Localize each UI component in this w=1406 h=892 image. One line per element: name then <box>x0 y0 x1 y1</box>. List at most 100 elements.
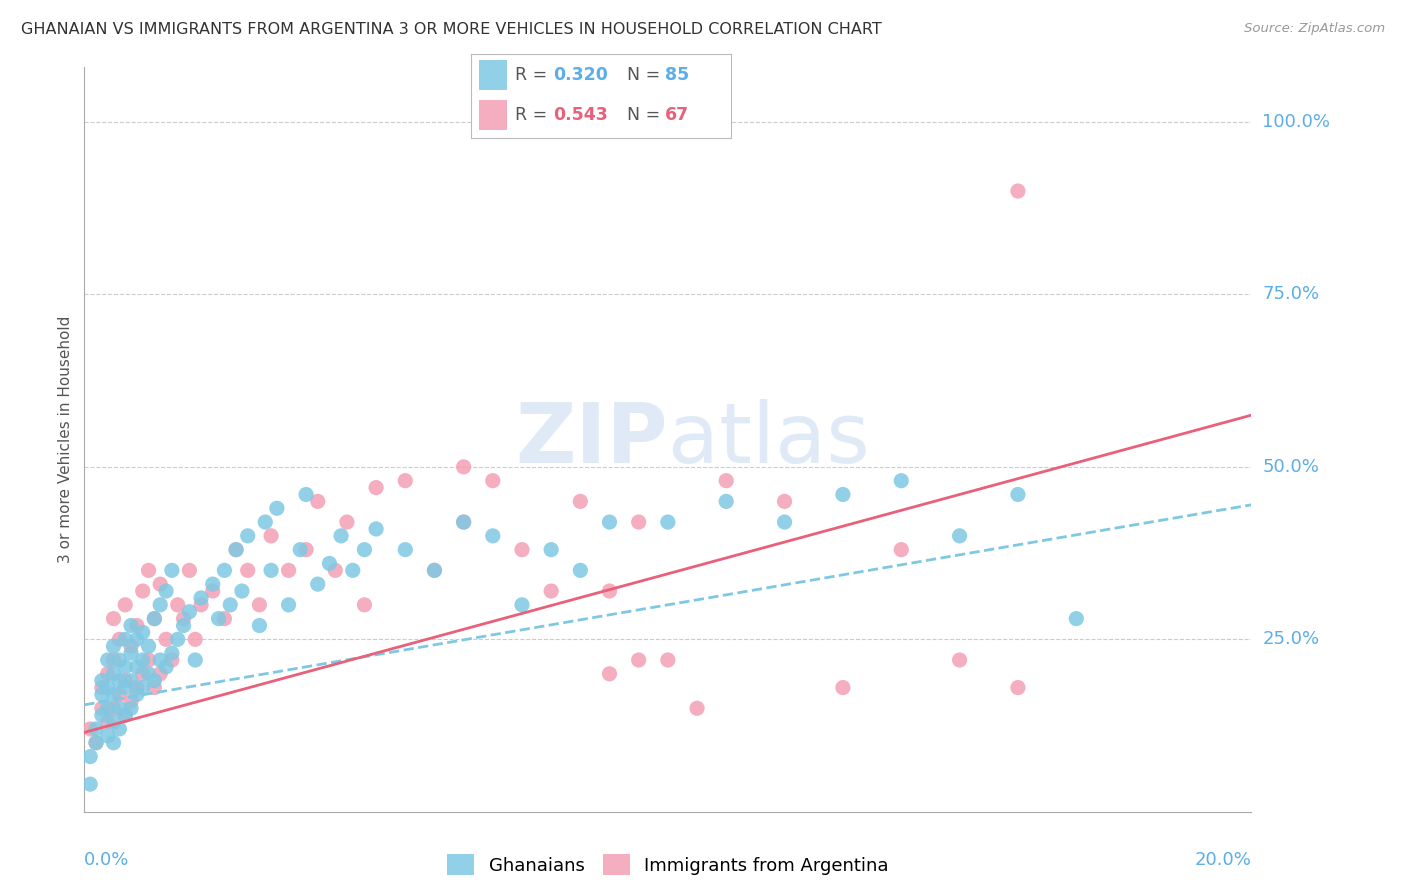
Point <box>773 494 796 508</box>
Point <box>190 591 212 605</box>
Point <box>510 542 533 557</box>
Point <box>149 666 172 681</box>
Point <box>236 529 259 543</box>
Point <box>716 494 738 508</box>
Point <box>120 694 142 708</box>
Point <box>132 681 155 695</box>
Point <box>90 681 112 695</box>
Point <box>716 474 738 488</box>
Point <box>103 612 125 626</box>
Point <box>138 639 160 653</box>
Point <box>149 653 172 667</box>
Point <box>453 459 475 474</box>
Point <box>173 618 195 632</box>
Point <box>482 529 505 543</box>
Point <box>138 653 160 667</box>
Point <box>160 563 183 577</box>
Point <box>510 598 533 612</box>
Point <box>832 487 855 501</box>
Point <box>149 577 172 591</box>
Point <box>366 522 388 536</box>
Point <box>627 515 650 529</box>
Point <box>366 481 388 495</box>
Point <box>1007 681 1029 695</box>
Point <box>155 584 177 599</box>
Bar <box>479 61 508 90</box>
Point <box>201 577 224 591</box>
Point <box>277 563 299 577</box>
Point <box>394 474 416 488</box>
Point <box>166 598 188 612</box>
Point <box>290 542 312 557</box>
Point <box>599 666 621 681</box>
Point <box>423 563 446 577</box>
Point <box>79 749 101 764</box>
Point <box>190 598 212 612</box>
Point <box>103 688 125 702</box>
Point <box>125 632 148 647</box>
Point <box>90 708 112 723</box>
Point <box>125 681 148 695</box>
Point <box>103 666 125 681</box>
Point <box>120 701 142 715</box>
Text: ZIP: ZIP <box>516 399 668 480</box>
Point <box>1066 612 1088 626</box>
Point <box>179 563 201 577</box>
Point <box>120 618 142 632</box>
Point <box>132 666 155 681</box>
Point <box>353 542 375 557</box>
Point <box>114 681 136 695</box>
Point <box>114 673 136 688</box>
Point <box>108 673 131 688</box>
Point <box>318 557 340 571</box>
Text: 100.0%: 100.0% <box>1263 113 1330 131</box>
Point <box>173 612 195 626</box>
Point <box>890 542 912 557</box>
Point <box>657 653 679 667</box>
Point <box>336 515 359 529</box>
Legend: Ghanaians, Immigrants from Argentina: Ghanaians, Immigrants from Argentina <box>440 847 896 882</box>
Point <box>890 474 912 488</box>
Point <box>166 632 188 647</box>
Point <box>90 701 112 715</box>
Text: GHANAIAN VS IMMIGRANTS FROM ARGENTINA 3 OR MORE VEHICLES IN HOUSEHOLD CORRELATIO: GHANAIAN VS IMMIGRANTS FROM ARGENTINA 3 … <box>21 22 882 37</box>
Point <box>949 653 972 667</box>
Point <box>125 688 148 702</box>
Point <box>138 563 160 577</box>
Text: R =: R = <box>515 106 553 124</box>
Text: 0.0%: 0.0% <box>84 851 129 869</box>
Point <box>114 632 136 647</box>
Point <box>686 701 709 715</box>
Point <box>132 584 155 599</box>
Text: Source: ZipAtlas.com: Source: ZipAtlas.com <box>1244 22 1385 36</box>
Point <box>627 653 650 667</box>
Point <box>599 584 621 599</box>
Point <box>231 584 253 599</box>
Point <box>949 529 972 543</box>
Point <box>260 529 283 543</box>
Point <box>97 714 120 729</box>
Point <box>90 673 112 688</box>
Point <box>214 563 236 577</box>
Point <box>307 577 329 591</box>
Point <box>79 777 101 791</box>
Point <box>207 612 229 626</box>
Point <box>423 563 446 577</box>
Point <box>97 666 120 681</box>
Point <box>143 612 166 626</box>
Point <box>120 673 142 688</box>
Point <box>97 653 120 667</box>
Point <box>482 474 505 488</box>
Point <box>114 598 136 612</box>
Point <box>120 646 142 660</box>
Text: 85: 85 <box>665 66 689 84</box>
Point <box>260 563 283 577</box>
Text: 25.0%: 25.0% <box>1263 631 1320 648</box>
Point <box>225 542 247 557</box>
Point <box>155 632 177 647</box>
Point <box>225 542 247 557</box>
Point <box>295 487 318 501</box>
Point <box>103 639 125 653</box>
Point <box>160 653 183 667</box>
Point <box>97 681 120 695</box>
